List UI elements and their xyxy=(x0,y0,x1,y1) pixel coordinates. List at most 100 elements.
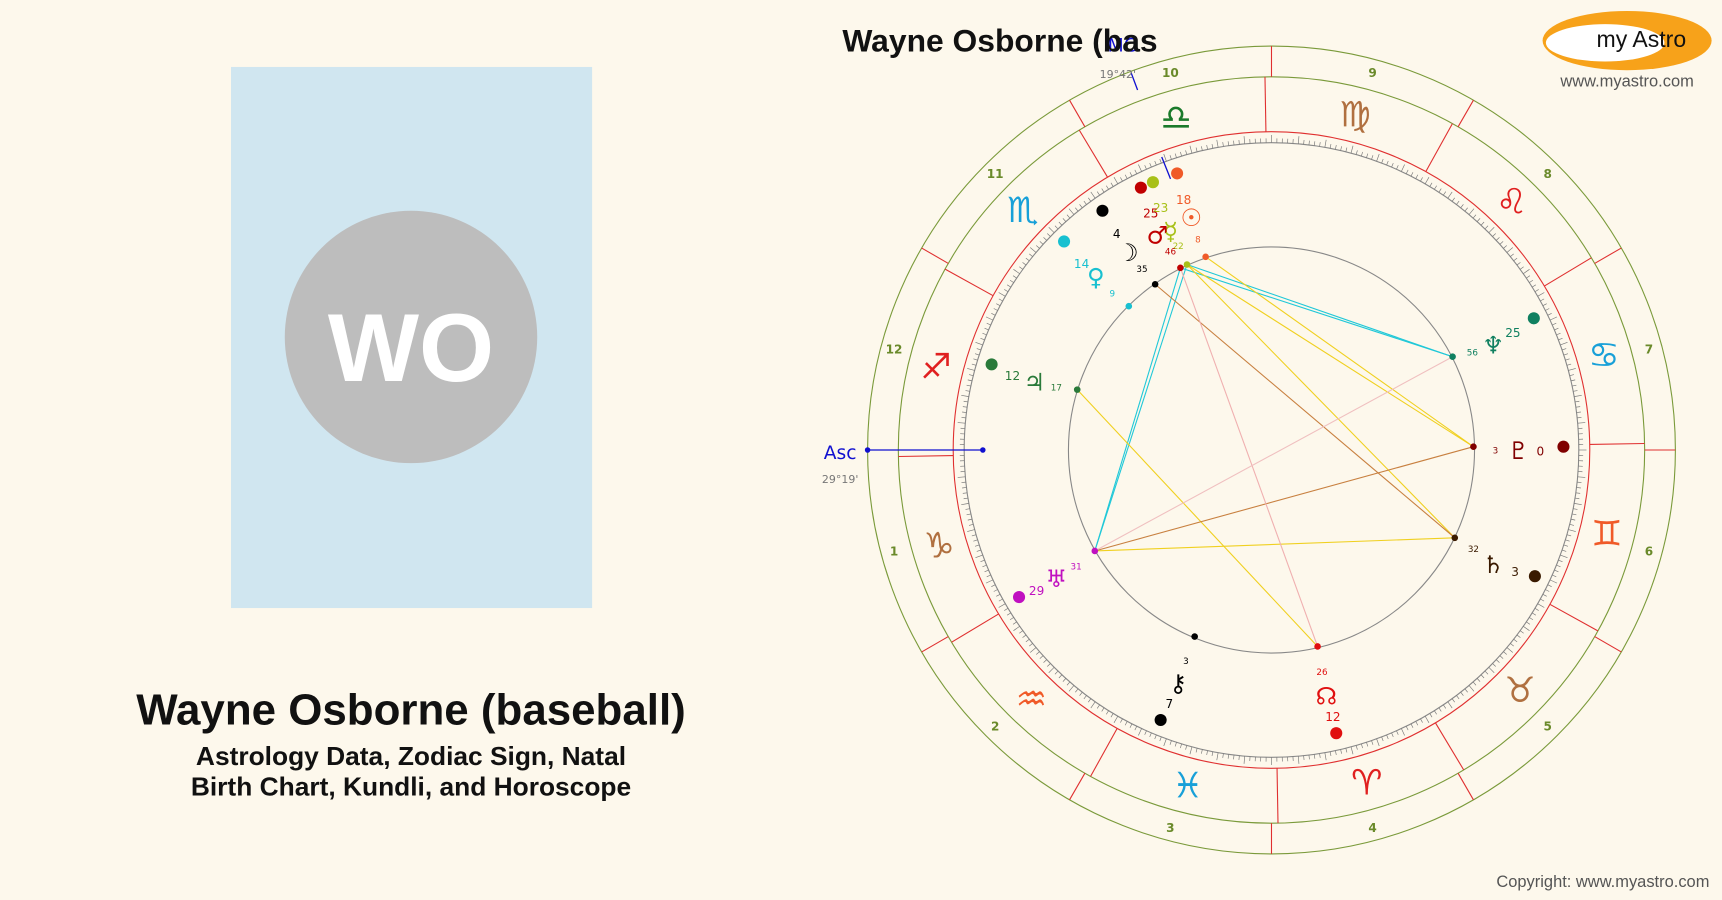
degree-tick xyxy=(1201,146,1203,151)
degree-tick xyxy=(1542,303,1547,307)
degree-tick xyxy=(1227,754,1230,759)
degree-tick xyxy=(980,337,985,341)
degree-tick xyxy=(976,348,982,351)
degree-tick xyxy=(1434,710,1437,715)
planet-degree: 23 xyxy=(1153,201,1168,215)
degree-tick xyxy=(1329,751,1332,757)
degree-tick xyxy=(1561,549,1567,552)
degree-tick xyxy=(1499,241,1504,245)
degree-tick xyxy=(1163,738,1167,747)
degree-tick xyxy=(967,529,975,532)
degree-tick xyxy=(1468,685,1475,692)
degree-tick xyxy=(998,298,1003,302)
degree-tick xyxy=(1526,621,1531,625)
zodiac-sign: ♍ xyxy=(1339,95,1370,136)
degree-tick xyxy=(1568,529,1576,532)
degree-tick xyxy=(1456,200,1460,205)
planet-inner-dot xyxy=(1177,264,1184,272)
degree-tick xyxy=(1456,695,1460,700)
degree-tick xyxy=(1503,651,1507,655)
degree-tick xyxy=(1012,275,1017,279)
logo-text[interactable]: my Astro xyxy=(1597,26,1687,52)
subtitle-line: Birth Chart, Kundli, and Horoscope xyxy=(191,772,631,802)
degree-tick xyxy=(1554,327,1559,331)
degree-tick xyxy=(1366,153,1369,158)
degree-tick xyxy=(1106,185,1109,190)
degree-tick xyxy=(1227,141,1230,146)
degree-tick xyxy=(1297,756,1300,764)
planet-degree: 25 xyxy=(1505,326,1520,340)
degree-tick xyxy=(1066,681,1071,686)
degree-tick xyxy=(1496,659,1500,663)
degree-tick xyxy=(1361,743,1363,749)
degree-tick xyxy=(982,564,987,568)
degree-tick xyxy=(1396,730,1399,735)
degree-tick xyxy=(985,579,994,584)
planet-minute: 56 xyxy=(1467,349,1479,359)
brand-url[interactable]: www.myastro.com xyxy=(1559,73,1693,91)
planet-dot xyxy=(1557,440,1570,453)
planet-dot xyxy=(1171,167,1184,180)
house-number: 12 xyxy=(886,342,903,356)
degree-tick xyxy=(1556,332,1561,336)
planet-glyph: ♆ xyxy=(1482,331,1504,359)
degree-tick xyxy=(1022,262,1027,266)
planet-inner-dot xyxy=(1451,534,1459,542)
degree-tick xyxy=(1110,182,1114,187)
degree-tick xyxy=(1429,713,1433,718)
degree-tick xyxy=(1154,734,1157,740)
planet-degree: 12 xyxy=(1005,369,1020,383)
planet-glyph: ☿ xyxy=(1163,217,1178,245)
degree-tick xyxy=(1075,207,1079,212)
degree-tick xyxy=(1043,659,1047,663)
degree-tick xyxy=(1523,269,1530,274)
degree-tick xyxy=(961,503,969,506)
degree-tick xyxy=(1054,670,1059,675)
house-cusp xyxy=(1594,636,1622,653)
planet-glyph: ☉ xyxy=(1181,204,1203,232)
planet-inner-dot xyxy=(1073,386,1081,393)
aspect-line xyxy=(1094,356,1453,552)
wheel-ring xyxy=(1067,246,1476,654)
degree-tick xyxy=(965,390,970,392)
degree-tick xyxy=(1549,579,1558,584)
degree-tick xyxy=(1054,225,1059,230)
degree-tick xyxy=(1376,738,1380,747)
degree-tick xyxy=(1401,164,1405,172)
degree-tick xyxy=(1313,754,1316,759)
degree-tick xyxy=(1355,745,1358,750)
degree-tick xyxy=(1206,750,1208,755)
degree-tick xyxy=(1513,638,1518,643)
planet-dot xyxy=(1013,591,1026,604)
house-number: 7 xyxy=(1645,342,1653,356)
house-number: 8 xyxy=(1544,167,1552,181)
degree-tick xyxy=(1415,174,1419,179)
sign-boundary xyxy=(1544,257,1592,287)
degree-tick xyxy=(1039,655,1044,659)
planet-degree: 14 xyxy=(1074,257,1089,271)
house-number: 1 xyxy=(890,545,898,559)
logo-inner xyxy=(1545,24,1665,62)
degree-tick xyxy=(1013,269,1020,274)
degree-tick xyxy=(1180,743,1182,749)
house-cusp xyxy=(921,247,949,264)
degree-tick xyxy=(998,292,1006,297)
degree-tick xyxy=(980,559,985,563)
planet-glyph: ♂ xyxy=(1147,222,1169,250)
house-cusp xyxy=(1594,247,1622,264)
degree-tick xyxy=(1460,204,1464,209)
degree-tick xyxy=(1552,574,1557,578)
degree-tick xyxy=(1308,140,1310,146)
planet-minute: 26 xyxy=(1316,668,1328,678)
planet-dot xyxy=(1527,312,1540,325)
degree-tick xyxy=(1129,172,1133,177)
degree-tick xyxy=(1381,158,1384,164)
degree-tick xyxy=(993,589,998,592)
degree-tick xyxy=(1488,227,1495,233)
degree-tick xyxy=(1006,284,1012,288)
degree-tick xyxy=(1308,754,1310,760)
degree-tick xyxy=(1464,207,1468,212)
planet-glyph: ♇ xyxy=(1508,437,1530,465)
degree-tick xyxy=(1529,617,1534,621)
